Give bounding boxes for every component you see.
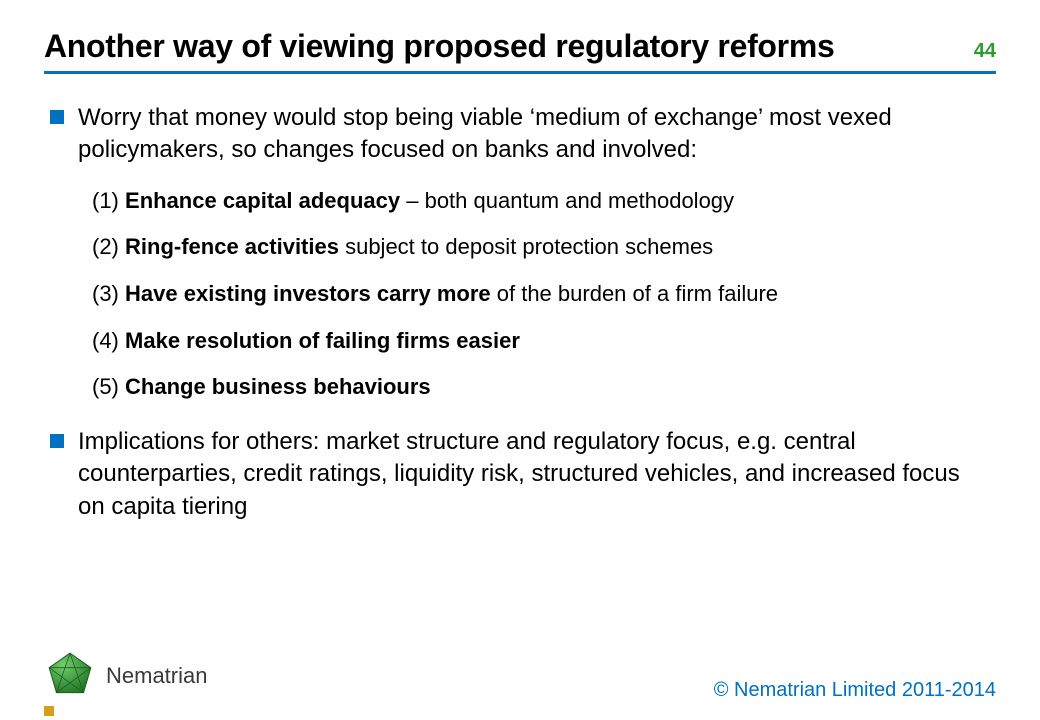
item-number: (3) (92, 281, 119, 306)
list-item: (3) Have existing investors carry more o… (92, 280, 990, 309)
slide: Another way of viewing proposed regulato… (0, 0, 1040, 720)
nematrian-logo-icon (44, 650, 96, 702)
item-rest-text: of the burden of a firm failure (491, 281, 778, 306)
item-number: (1) (92, 188, 119, 213)
page-number: 44 (974, 40, 996, 63)
copyright-text: © Nematrian Limited 2011-2014 (714, 679, 996, 702)
bullet-text: Implications for others: market structur… (78, 426, 990, 523)
slide-title: Another way of viewing proposed regulato… (44, 28, 834, 65)
list-item: (4) Make resolution of failing firms eas… (92, 327, 990, 356)
footer-left: Nematrian (44, 650, 207, 702)
slide-body: Worry that money would stop being viable… (44, 102, 996, 523)
bullet-text: Worry that money would stop being viable… (78, 102, 990, 167)
bullet-item: Worry that money would stop being viable… (50, 102, 990, 167)
bullet-square-icon (50, 434, 64, 448)
list-item: (2) Ring-fence activities subject to dep… (92, 233, 990, 262)
numbered-list: (1) Enhance capital adequacy – both quan… (92, 187, 990, 402)
item-number: (4) (92, 328, 119, 353)
bullet-item: Implications for others: market structur… (50, 426, 990, 523)
slide-footer: Nematrian © Nematrian Limited 2011-2014 (0, 650, 1040, 702)
decorative-square-icon (44, 706, 54, 716)
item-bold-text: Ring-fence activities (125, 234, 339, 259)
bullet-square-icon (50, 110, 64, 124)
list-item: (5) Change business behaviours (92, 373, 990, 402)
item-number: (2) (92, 234, 119, 259)
item-rest-text: – both quantum and methodology (400, 188, 734, 213)
item-number: (5) (92, 374, 119, 399)
item-bold-text: Change business behaviours (125, 374, 431, 399)
slide-header: Another way of viewing proposed regulato… (44, 28, 996, 74)
brand-name: Nematrian (106, 663, 207, 689)
item-bold-text: Enhance capital adequacy (125, 188, 400, 213)
item-bold-text: Have existing investors carry more (125, 281, 491, 306)
item-bold-text: Make resolution of failing firms easier (125, 328, 520, 353)
list-item: (1) Enhance capital adequacy – both quan… (92, 187, 990, 216)
item-rest-text: subject to deposit protection schemes (339, 234, 713, 259)
